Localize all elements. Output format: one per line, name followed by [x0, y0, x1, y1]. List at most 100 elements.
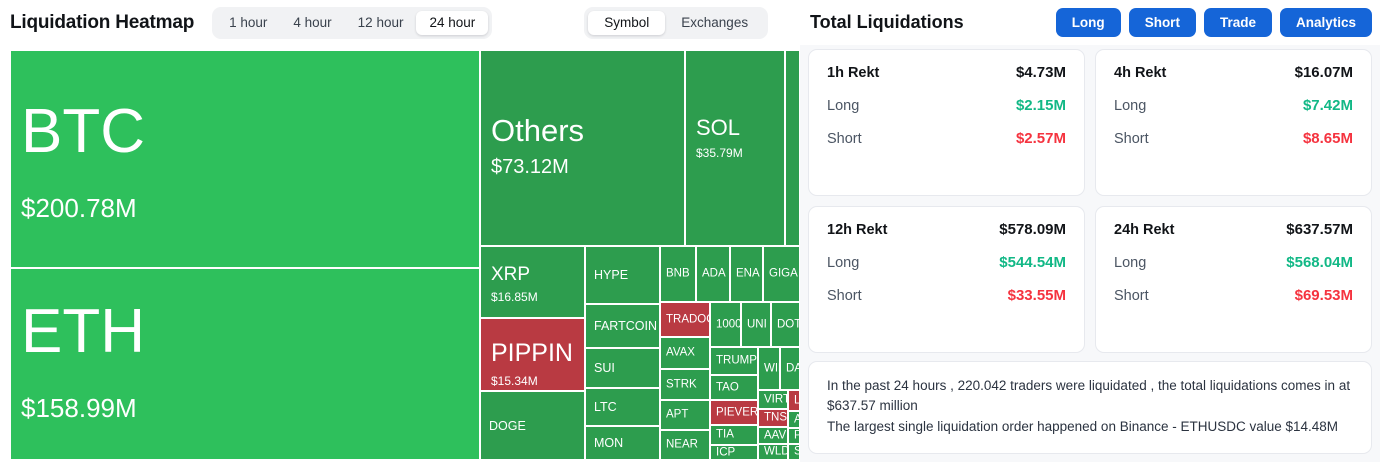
summary-panel: In the past 24 hours , 220.042 traders w…: [808, 361, 1372, 454]
card-long-row: Long $544.54M: [827, 254, 1066, 271]
tile-label: GIGA: [769, 267, 798, 280]
short-label: Short: [1114, 130, 1149, 147]
short-button[interactable]: Short: [1128, 8, 1196, 37]
rekt-card-1h: 1h Rekt $4.73M Long $2.15M Short $2.57M: [808, 49, 1085, 196]
treemap-tile-edge-a[interactable]: A: [788, 411, 800, 428]
card-long-row: Long $568.04M: [1114, 254, 1353, 271]
short-value: $33.55M: [1007, 287, 1066, 304]
treemap-tile-avax[interactable]: AVAX: [660, 337, 710, 369]
tile-label: PIPPIN: [491, 339, 573, 367]
treemap-tile-strk[interactable]: STRK: [660, 369, 710, 400]
treemap-tile-wif[interactable]: WIF: [758, 347, 780, 390]
card-long-row: Long $7.42M: [1114, 97, 1353, 114]
long-button[interactable]: Long: [1055, 8, 1121, 37]
tile-label: A: [794, 413, 799, 426]
tile-label: ETH: [21, 297, 145, 366]
treemap-tile-edge-p[interactable]: P: [788, 428, 800, 444]
tile-label: FARTCOIN: [594, 318, 657, 333]
treemap-tile-doge[interactable]: DOGE: [480, 391, 585, 460]
trade-button[interactable]: Trade: [1203, 8, 1272, 37]
treemap-tile-sliver-top[interactable]: [785, 50, 800, 246]
tile-value: $15.34M: [491, 374, 538, 388]
treemap-tile-dar[interactable]: DAR: [780, 347, 800, 390]
treemap-tile-1000[interactable]: 1000: [710, 302, 741, 347]
treemap-tile-bnb[interactable]: BNB: [660, 246, 696, 302]
treemap-tile-edge-s[interactable]: S: [788, 444, 800, 460]
treemap-tile-mon[interactable]: MON: [585, 426, 660, 460]
treemap-tile-pieverse[interactable]: PIEVERSE: [710, 400, 758, 425]
treemap-tile-wld[interactable]: WLD: [758, 444, 788, 460]
tile-label: NEAR: [666, 438, 698, 451]
card-short-row: Short $8.65M: [1114, 130, 1353, 147]
tile-label: WLD: [764, 445, 788, 458]
timeframe-1-hour[interactable]: 1 hour: [216, 11, 280, 35]
tile-label: AVAX: [666, 346, 695, 359]
card-header-row: 12h Rekt $578.09M: [827, 221, 1066, 238]
treemap-tile-uni[interactable]: UNI: [741, 302, 771, 347]
treemap-tile-icp[interactable]: ICP: [710, 445, 758, 460]
treemap-tile-fartcoin[interactable]: FARTCOIN: [585, 304, 660, 348]
treemap-tile-sol[interactable]: SOL $35.79M: [685, 50, 785, 246]
treemap-tile-near[interactable]: NEAR: [660, 430, 710, 460]
tile-label: P: [794, 430, 799, 442]
treemap-tile-apt[interactable]: APT: [660, 400, 710, 430]
tile-label: DOT: [777, 317, 800, 330]
view-mode-toggle-group: Symbol Exchanges: [584, 6, 769, 39]
total-liquidations-title: Total Liquidations: [810, 12, 964, 32]
treemap-tile-eth[interactable]: ETH $158.99M: [10, 268, 480, 460]
treemap-tile-tradoor[interactable]: TRADOOR: [660, 302, 710, 337]
short-label: Short: [1114, 287, 1149, 304]
treemap-tile-tia[interactable]: TIA: [710, 425, 758, 445]
treemap-tile-pippin[interactable]: PIPPIN $15.34M: [480, 318, 585, 391]
card-title: 4h Rekt: [1114, 64, 1167, 81]
analytics-button[interactable]: Analytics: [1279, 8, 1372, 37]
card-header-row: 24h Rekt $637.57M: [1114, 221, 1353, 238]
tile-label: TRADOOR: [666, 312, 709, 325]
treemap-tile-tao[interactable]: TAO: [710, 375, 758, 400]
short-label: Short: [827, 130, 862, 147]
tile-label: BNB: [666, 267, 690, 280]
header-right-section: Total Liquidations Long Short Trade Anal…: [800, 0, 1380, 45]
treemap-tile-dot[interactable]: DOT: [771, 302, 800, 347]
card-title: 1h Rekt: [827, 64, 880, 81]
treemap-tile-edge-l[interactable]: L: [788, 390, 800, 411]
card-short-row: Short $33.55M: [827, 287, 1066, 304]
tile-label: S: [794, 446, 799, 458]
tile-label: TRUMP: [716, 354, 757, 367]
treemap-tile-ena[interactable]: ENA: [730, 246, 763, 302]
tile-label: MON: [594, 435, 624, 450]
app-header: Liquidation Heatmap 1 hour 4 hour 12 hou…: [0, 0, 1380, 45]
card-total-value: $4.73M: [1015, 64, 1066, 81]
tile-label: AAVE: [764, 428, 787, 441]
timeframe-12-hour[interactable]: 12 hour: [345, 11, 417, 35]
summary-line-1: In the past 24 hours , 220.042 traders w…: [827, 378, 1351, 414]
treemap-tile-giga[interactable]: GIGA: [763, 246, 800, 302]
tile-label: BTC: [21, 97, 145, 166]
card-short-row: Short $69.53M: [1114, 287, 1353, 304]
treemap-tile-btc[interactable]: BTC $200.78M: [10, 50, 480, 268]
view-mode-exchanges[interactable]: Exchanges: [665, 11, 764, 35]
treemap-tile-hype[interactable]: HYPE: [585, 246, 660, 304]
treemap-tile-xrp[interactable]: XRP $16.85M: [480, 246, 585, 318]
treemap-tile-trump[interactable]: TRUMP: [710, 347, 758, 375]
treemap-tile-ada[interactable]: ADA: [696, 246, 730, 302]
treemap-tile-sui[interactable]: SUI: [585, 348, 660, 388]
view-mode-symbol[interactable]: Symbol: [588, 10, 666, 35]
tile-value: $158.99M: [21, 393, 137, 423]
tile-value: $35.79M: [696, 146, 743, 160]
timeframe-4-hour[interactable]: 4 hour: [280, 11, 344, 35]
treemap-tile-others[interactable]: Others $73.12M: [480, 50, 685, 246]
timeframe-24-hour[interactable]: 24 hour: [416, 10, 489, 35]
treemap-tile-aave[interactable]: AAVE: [758, 427, 788, 444]
rekt-card-4h: 4h Rekt $16.07M Long $7.42M Short $8.65M: [1095, 49, 1372, 196]
tile-label: SUI: [594, 360, 615, 375]
summary-line-2: The largest single liquidation order hap…: [827, 418, 1339, 434]
liquidation-stats-panel: 1h Rekt $4.73M Long $2.15M Short $2.57M …: [800, 45, 1380, 462]
treemap-tile-tnsr[interactable]: TNSR: [758, 409, 788, 427]
long-value: $7.42M: [1302, 97, 1353, 114]
treemap-tile-ltc[interactable]: LTC: [585, 388, 660, 426]
treemap-tile-virtual[interactable]: VIRTUAL: [758, 390, 788, 409]
tile-value: $73.12M: [491, 156, 569, 178]
liquidation-treemap: BTC $200.78M ETH $158.99M Others $73.12M…: [0, 45, 800, 462]
